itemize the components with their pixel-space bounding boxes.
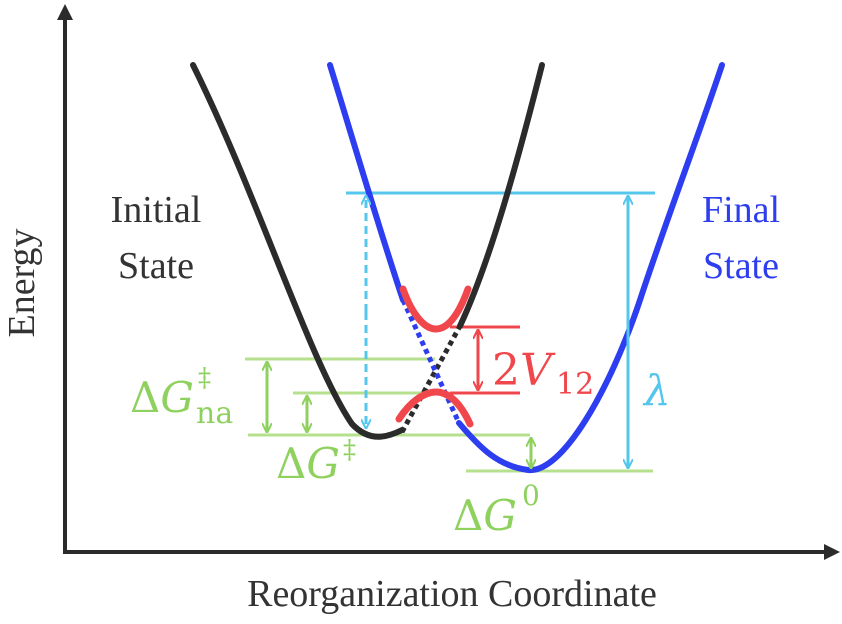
coupling-subscript: 12 xyxy=(556,367,594,402)
initial-diabatic-dotted xyxy=(399,324,463,434)
final-diabatic-dotted xyxy=(400,298,462,425)
activation-na-g: G xyxy=(160,373,194,422)
initial-state-curve-upper xyxy=(457,62,545,329)
coupling-label: 2V xyxy=(492,345,556,396)
x-axis-title: Reorganization Coordinate xyxy=(247,573,657,615)
activation-dagger: ‡ xyxy=(343,435,356,465)
driving-force-g: G xyxy=(483,491,517,540)
coupling-prefix: 2 xyxy=(492,345,520,396)
activation-delta: Δ xyxy=(276,439,306,488)
lower-adiabatic-curve xyxy=(395,388,474,428)
activation-na-dagger: ‡ xyxy=(198,363,211,393)
upper-adiabatic-curve xyxy=(399,285,472,333)
final-state-curve-upper xyxy=(327,62,406,303)
activation-na-delta: Δ xyxy=(130,373,160,422)
initial-state-label-line2: State xyxy=(118,245,194,287)
driving-force-label: ΔG xyxy=(453,491,517,540)
initial-state-label-line1: Initial xyxy=(111,189,202,231)
driving-force-delta: Δ xyxy=(453,491,483,540)
initial-state-curve xyxy=(190,62,405,440)
activation-na-label: ΔG xyxy=(130,373,194,422)
activation-label: ΔG xyxy=(276,439,340,488)
reorganization-label: λ xyxy=(642,366,671,415)
final-state-curve xyxy=(456,62,725,474)
coupling-var: V xyxy=(520,345,556,396)
y-axis-title: Energy xyxy=(1,228,43,337)
final-state-label-line2: State xyxy=(703,245,779,287)
driving-force-superscript: 0 xyxy=(522,479,540,512)
activation-na-subscript: na xyxy=(196,396,233,431)
final-state-label-line1: Final xyxy=(702,189,780,231)
activation-g: G xyxy=(306,439,340,488)
